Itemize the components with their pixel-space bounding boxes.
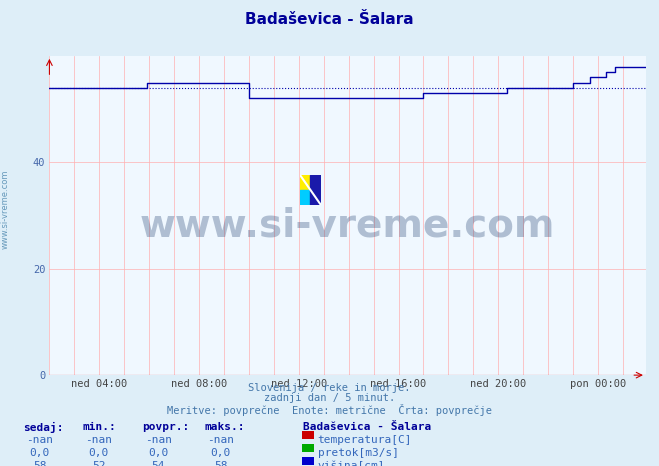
Text: -nan: -nan <box>26 435 53 445</box>
Text: 52: 52 <box>92 461 105 466</box>
Text: temperatura[C]: temperatura[C] <box>318 435 412 445</box>
Text: www.si-vreme.com: www.si-vreme.com <box>140 206 556 244</box>
Text: -nan: -nan <box>145 435 171 445</box>
Bar <box>300 190 310 205</box>
Text: min.:: min.: <box>82 422 116 432</box>
Text: 54: 54 <box>152 461 165 466</box>
Text: povpr.:: povpr.: <box>142 422 189 432</box>
Text: Badaševica - Šalara: Badaševica - Šalara <box>303 422 432 432</box>
Text: pretok[m3/s]: pretok[m3/s] <box>318 448 399 458</box>
Text: zadnji dan / 5 minut.: zadnji dan / 5 minut. <box>264 393 395 403</box>
Bar <box>310 175 321 205</box>
Text: www.si-vreme.com: www.si-vreme.com <box>1 170 10 249</box>
Text: 0,0: 0,0 <box>148 448 168 458</box>
Text: Slovenija / reke in morje.: Slovenija / reke in morje. <box>248 383 411 393</box>
Text: višina[cm]: višina[cm] <box>318 461 385 466</box>
Text: Badaševica - Šalara: Badaševica - Šalara <box>245 12 414 27</box>
Text: 0,0: 0,0 <box>30 448 49 458</box>
Text: -nan: -nan <box>86 435 112 445</box>
Text: maks.:: maks.: <box>204 422 244 432</box>
Bar <box>300 175 310 190</box>
Text: 0,0: 0,0 <box>89 448 109 458</box>
Text: 0,0: 0,0 <box>211 448 231 458</box>
Text: -nan: -nan <box>208 435 234 445</box>
Text: Meritve: povprečne  Enote: metrične  Črta: povprečje: Meritve: povprečne Enote: metrične Črta:… <box>167 404 492 416</box>
Text: 58: 58 <box>33 461 46 466</box>
Text: 58: 58 <box>214 461 227 466</box>
Text: sedaj:: sedaj: <box>23 422 63 433</box>
